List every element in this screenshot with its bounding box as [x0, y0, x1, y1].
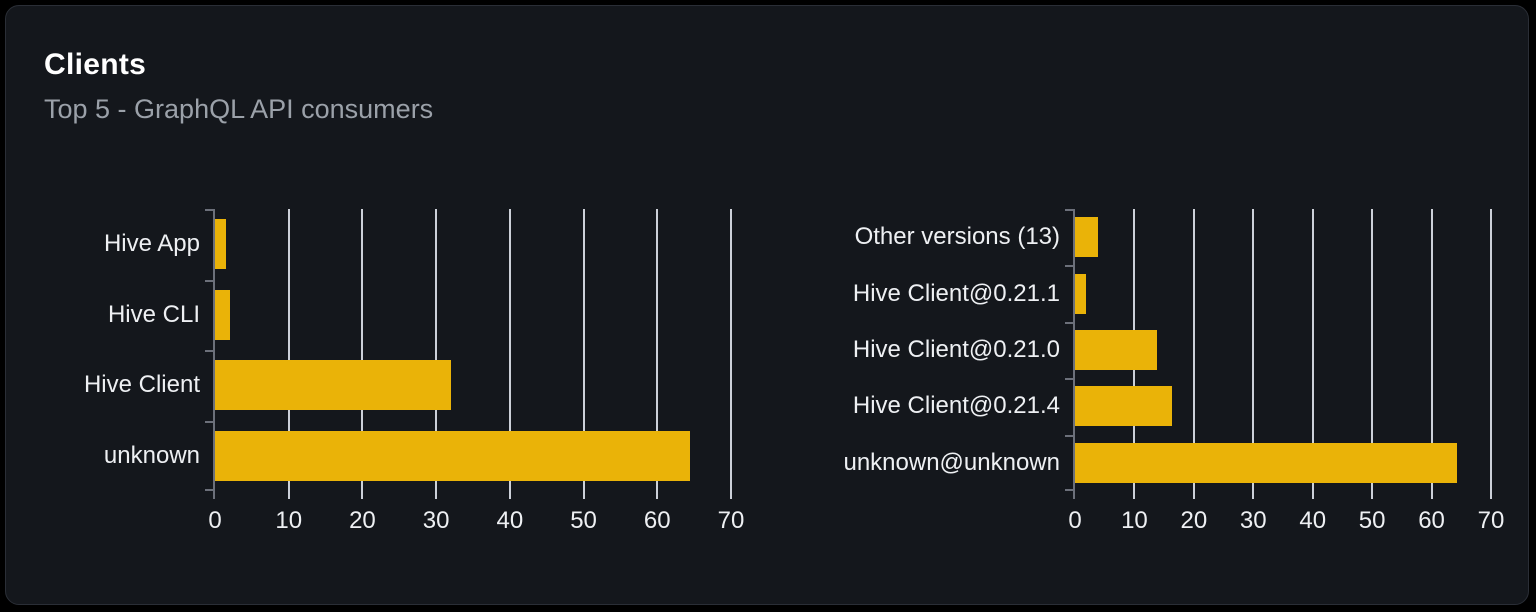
category-label: unknown@unknown: [843, 448, 1060, 476]
category-label: Hive CLI: [107, 300, 200, 328]
x-tick-label: 0: [1068, 507, 1082, 534]
gridline: [1430, 209, 1433, 491]
y-axis-tick: [1065, 435, 1073, 437]
category-label: unknown: [103, 441, 200, 469]
category-label: Hive App: [103, 230, 200, 258]
x-tick-label: 50: [1358, 507, 1386, 534]
category-label: Hive Client@0.21.0: [852, 335, 1060, 363]
x-tick-label: 70: [717, 507, 745, 534]
x-axis-tick: [435, 491, 438, 499]
gridline: [361, 209, 364, 491]
y-axis-line: [213, 209, 215, 499]
gridline: [1192, 209, 1195, 491]
y-axis-tick: [205, 489, 213, 491]
x-tick-label: 60: [643, 507, 671, 534]
y-axis-tick: [1065, 322, 1073, 324]
x-axis-tick: [1371, 491, 1374, 499]
bar[interactable]: [215, 360, 451, 410]
gridline: [582, 209, 585, 491]
bar[interactable]: [215, 219, 226, 269]
gridline: [730, 209, 732, 491]
y-axis-tick: [1065, 265, 1073, 267]
gridline: [1252, 209, 1255, 491]
gridline: [1490, 209, 1492, 491]
x-tick-label: 50: [570, 507, 597, 534]
gridline: [1371, 209, 1374, 491]
x-axis-tick: [1133, 491, 1136, 499]
bar[interactable]: [1075, 330, 1157, 370]
bar[interactable]: [1075, 274, 1086, 314]
y-axis-tick: [205, 209, 213, 211]
y-axis-tick: [1065, 378, 1073, 380]
y-axis-tick: [1065, 489, 1073, 491]
bar[interactable]: [215, 431, 690, 481]
x-tick-label: 40: [496, 507, 524, 534]
bar[interactable]: [1075, 217, 1098, 257]
x-tick-label: 10: [1121, 507, 1148, 534]
card-title: Clients: [44, 48, 147, 81]
x-axis-tick: [730, 491, 732, 499]
x-axis-tick: [582, 491, 585, 499]
category-label: Other versions (13): [854, 223, 1060, 251]
x-axis-tick: [1490, 491, 1492, 499]
gridline: [287, 209, 290, 491]
card-subtitle: Top 5 - GraphQL API consumers: [44, 94, 434, 124]
gridline: [656, 209, 659, 491]
x-tick-label: 10: [275, 507, 303, 534]
clients-card: Clients Top 5 - GraphQL API consumers 0 1…: [5, 5, 1529, 605]
gridline: [1311, 209, 1314, 491]
x-axis-tick: [1430, 491, 1433, 499]
bar[interactable]: [1075, 386, 1172, 426]
x-tick-label: 30: [1239, 507, 1267, 534]
y-axis-tick: [205, 421, 213, 423]
gridline: [508, 209, 511, 491]
x-axis-tick: [656, 491, 659, 499]
x-axis-tick: [1252, 491, 1255, 499]
x-tick-label: 0: [208, 507, 222, 534]
clients-by-version-chart: 0 10 20 30 40 50 60 70 Other versions (13) Hive C…: [843, 209, 1504, 534]
bar[interactable]: [1075, 443, 1457, 483]
x-axis-tick: [287, 491, 290, 499]
x-tick-label: 20: [1180, 507, 1208, 534]
x-tick-label: 20: [349, 507, 376, 534]
x-axis-tick: [1311, 491, 1314, 499]
x-tick-label: 40: [1299, 507, 1327, 534]
category-label: Hive Client@0.21.1: [852, 279, 1060, 307]
x-tick-label: 60: [1418, 507, 1445, 534]
bar[interactable]: [215, 290, 230, 340]
x-axis-tick: [508, 491, 511, 499]
gridline: [435, 209, 438, 491]
clients-by-name-chart: 0 10 20 30 40 50 60 70 Hive App Hive CLI Hive Clie…: [84, 209, 744, 534]
y-axis-tick: [205, 280, 213, 282]
x-axis-tick: [361, 491, 364, 499]
category-label: Hive Client@0.21.4: [852, 392, 1060, 420]
y-axis-tick: [205, 350, 213, 352]
x-tick-label: 30: [422, 507, 450, 534]
category-label: Hive Client: [83, 371, 200, 399]
y-axis-tick: [1065, 209, 1073, 211]
x-tick-label: 70: [1477, 507, 1505, 534]
x-axis-tick: [1192, 491, 1195, 499]
y-axis-line: [1073, 209, 1075, 499]
